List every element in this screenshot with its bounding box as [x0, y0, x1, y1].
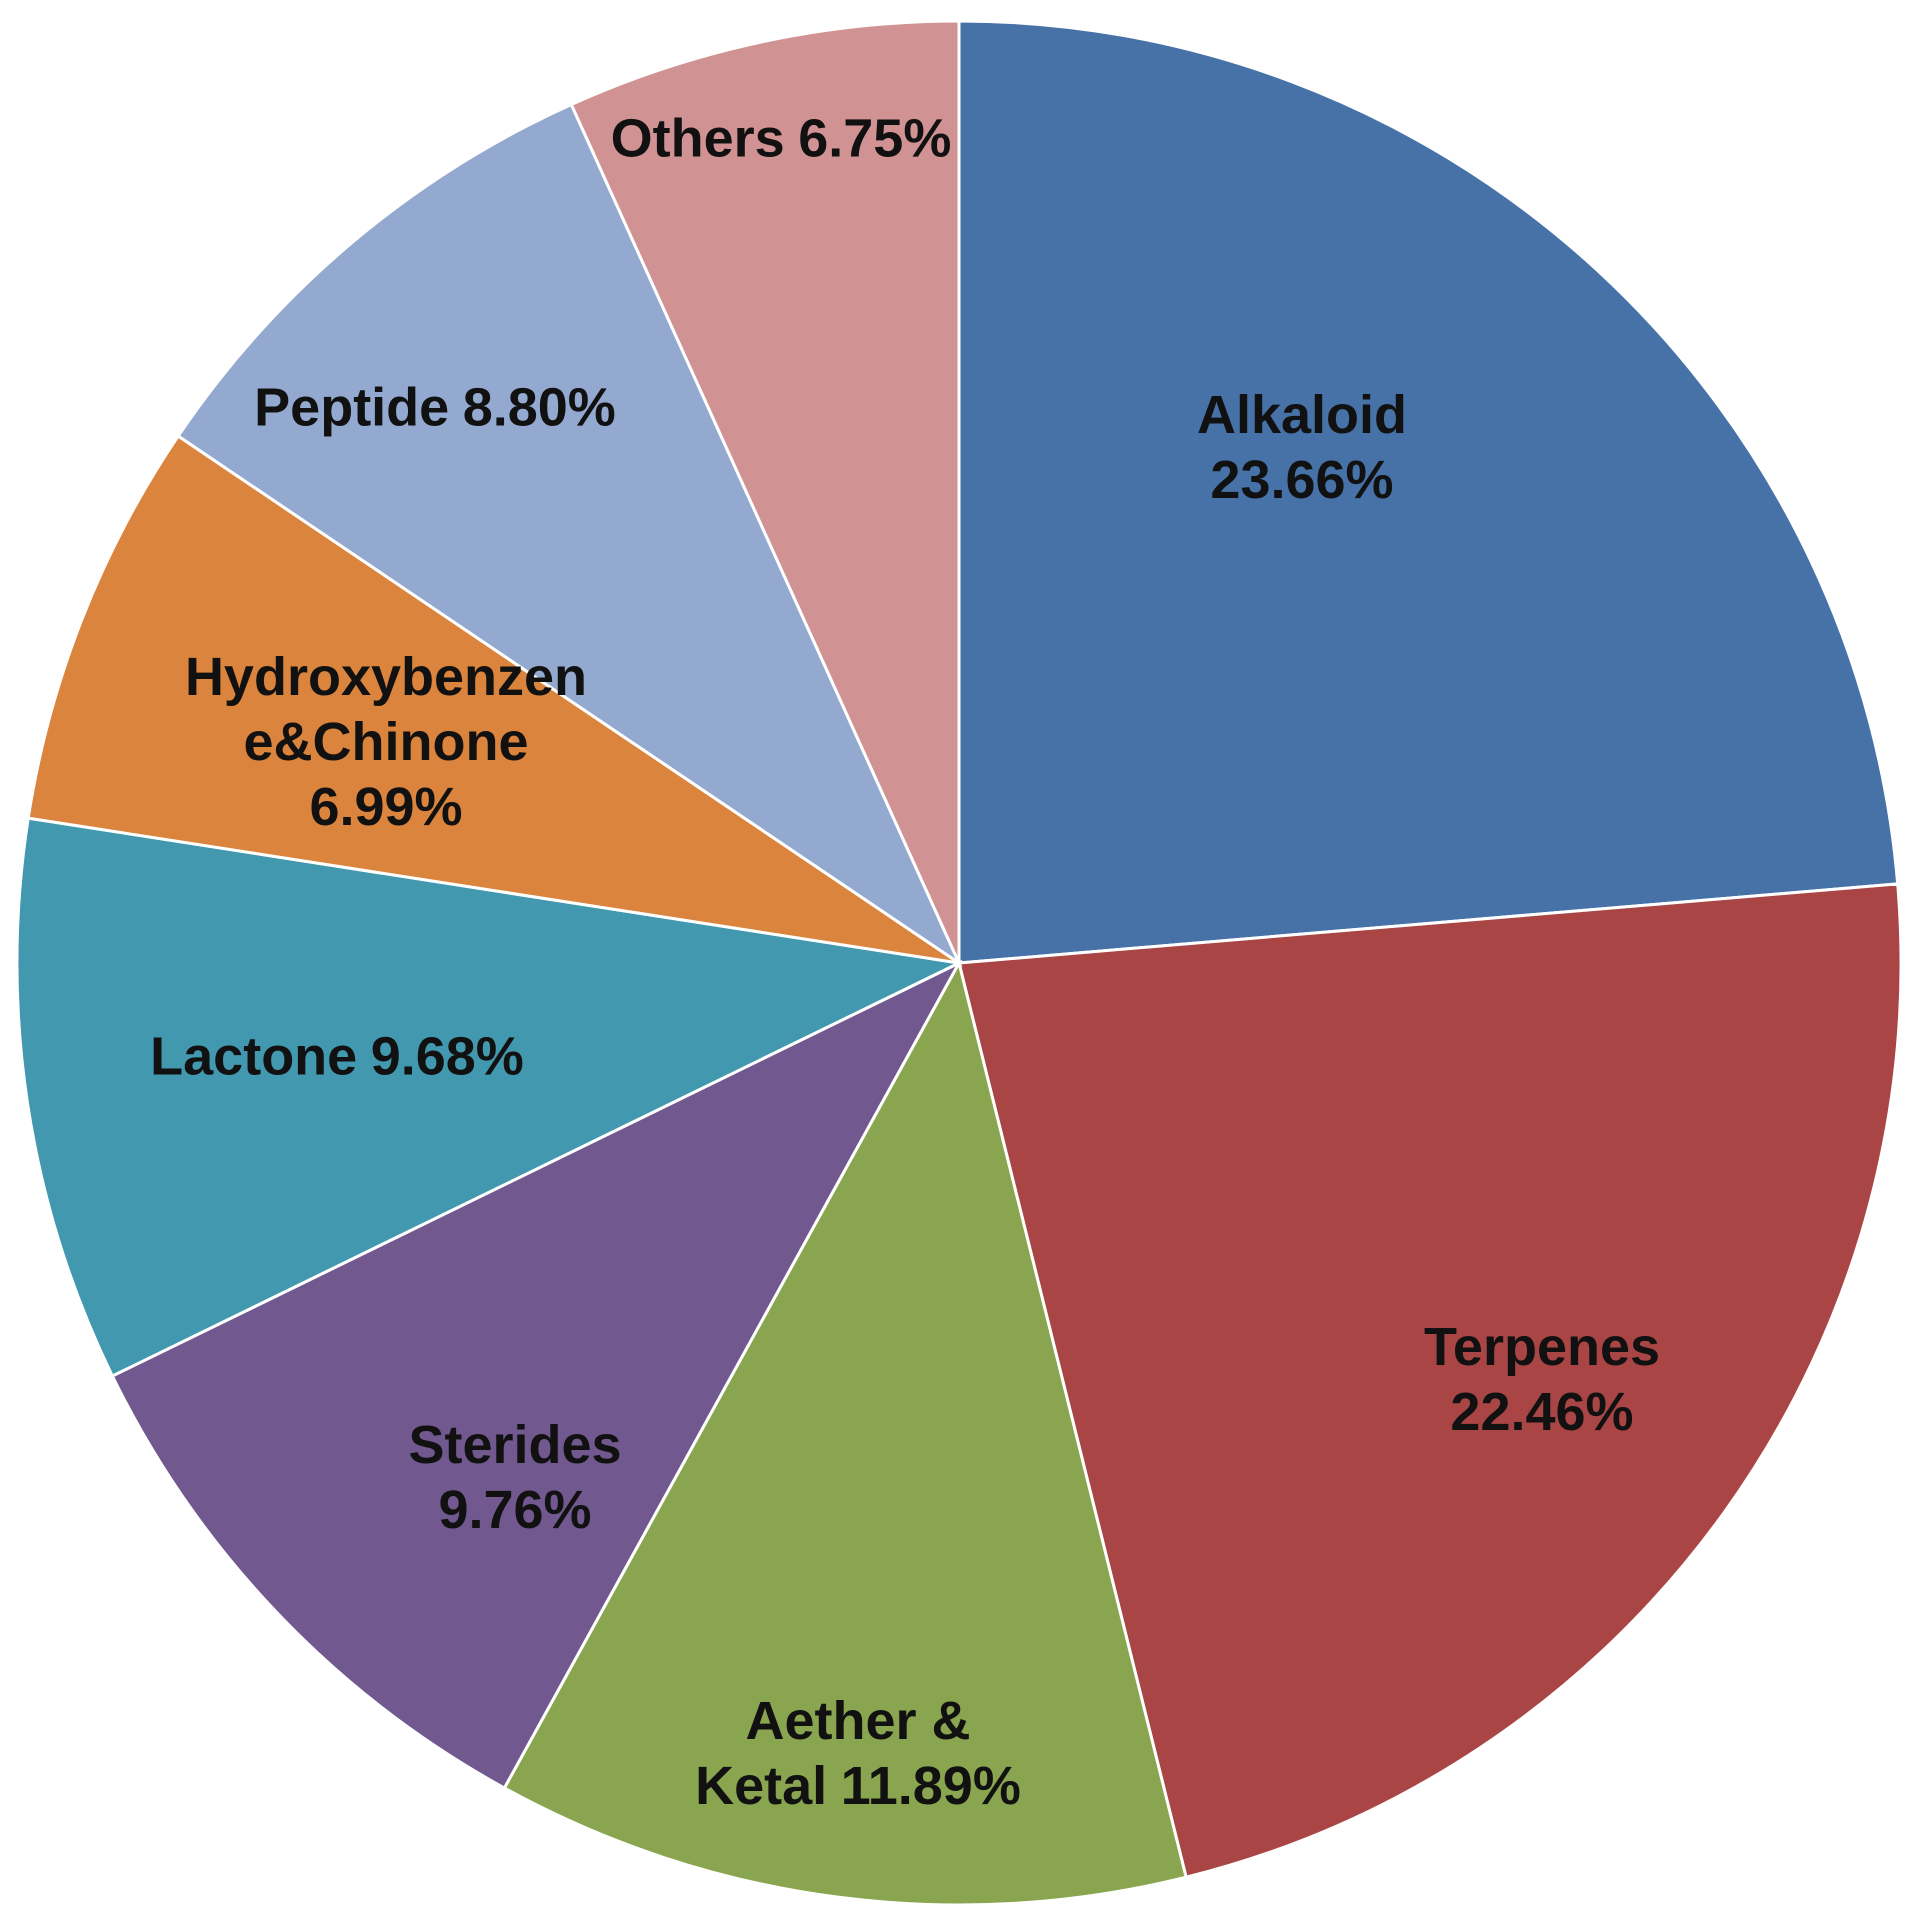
value-label: 11.89%: [840, 1756, 1021, 1816]
value-label: 9.76%: [438, 1480, 592, 1540]
slice-label: Terpenes 22.46%: [1332, 1315, 1752, 1445]
slice-label: Alkaloid 23.66%: [1092, 383, 1512, 513]
pie-slice: [957, 882, 1903, 1880]
category-label: Peptide: [254, 377, 450, 438]
value-label: 8.80%: [462, 377, 616, 438]
category-label: Terpenes: [1423, 1317, 1661, 1378]
value-label: 22.46%: [1450, 1382, 1634, 1442]
slice-label: Sterides 9.76%: [335, 1413, 695, 1543]
pie-slice: [957, 19, 1900, 965]
category-label: Aether & Ketal: [695, 1691, 971, 1816]
slice-label: Others 6.75%: [431, 107, 1131, 172]
pie-slice: [569, 19, 961, 964]
pie-slice: [110, 959, 963, 1791]
slice-label: Peptide 8.80%: [85, 376, 785, 441]
category-label: Others: [610, 108, 785, 169]
slice-label: Hydroxybenzene&Chinone 6.99%: [181, 645, 591, 839]
value-label: 6.75%: [798, 108, 952, 169]
category-label: Sterides: [408, 1415, 622, 1476]
value-label: 6.99%: [309, 776, 463, 837]
pie-slice: [176, 102, 963, 968]
slice-label: Lactone 9.68%: [0, 1025, 687, 1090]
category-label: Alkaloid: [1196, 385, 1408, 446]
category-label: Hydroxybenzene&Chinone: [184, 646, 588, 772]
pie-slice: [502, 958, 1188, 1907]
category-label: Lactone: [150, 1026, 358, 1087]
slice-label: Aether & Ketal 11.89%: [658, 1689, 1058, 1819]
value-label: 9.68%: [370, 1026, 524, 1087]
pie-slice: [26, 433, 960, 965]
pie-slice: [15, 816, 964, 1379]
value-label: 23.66%: [1210, 450, 1394, 510]
